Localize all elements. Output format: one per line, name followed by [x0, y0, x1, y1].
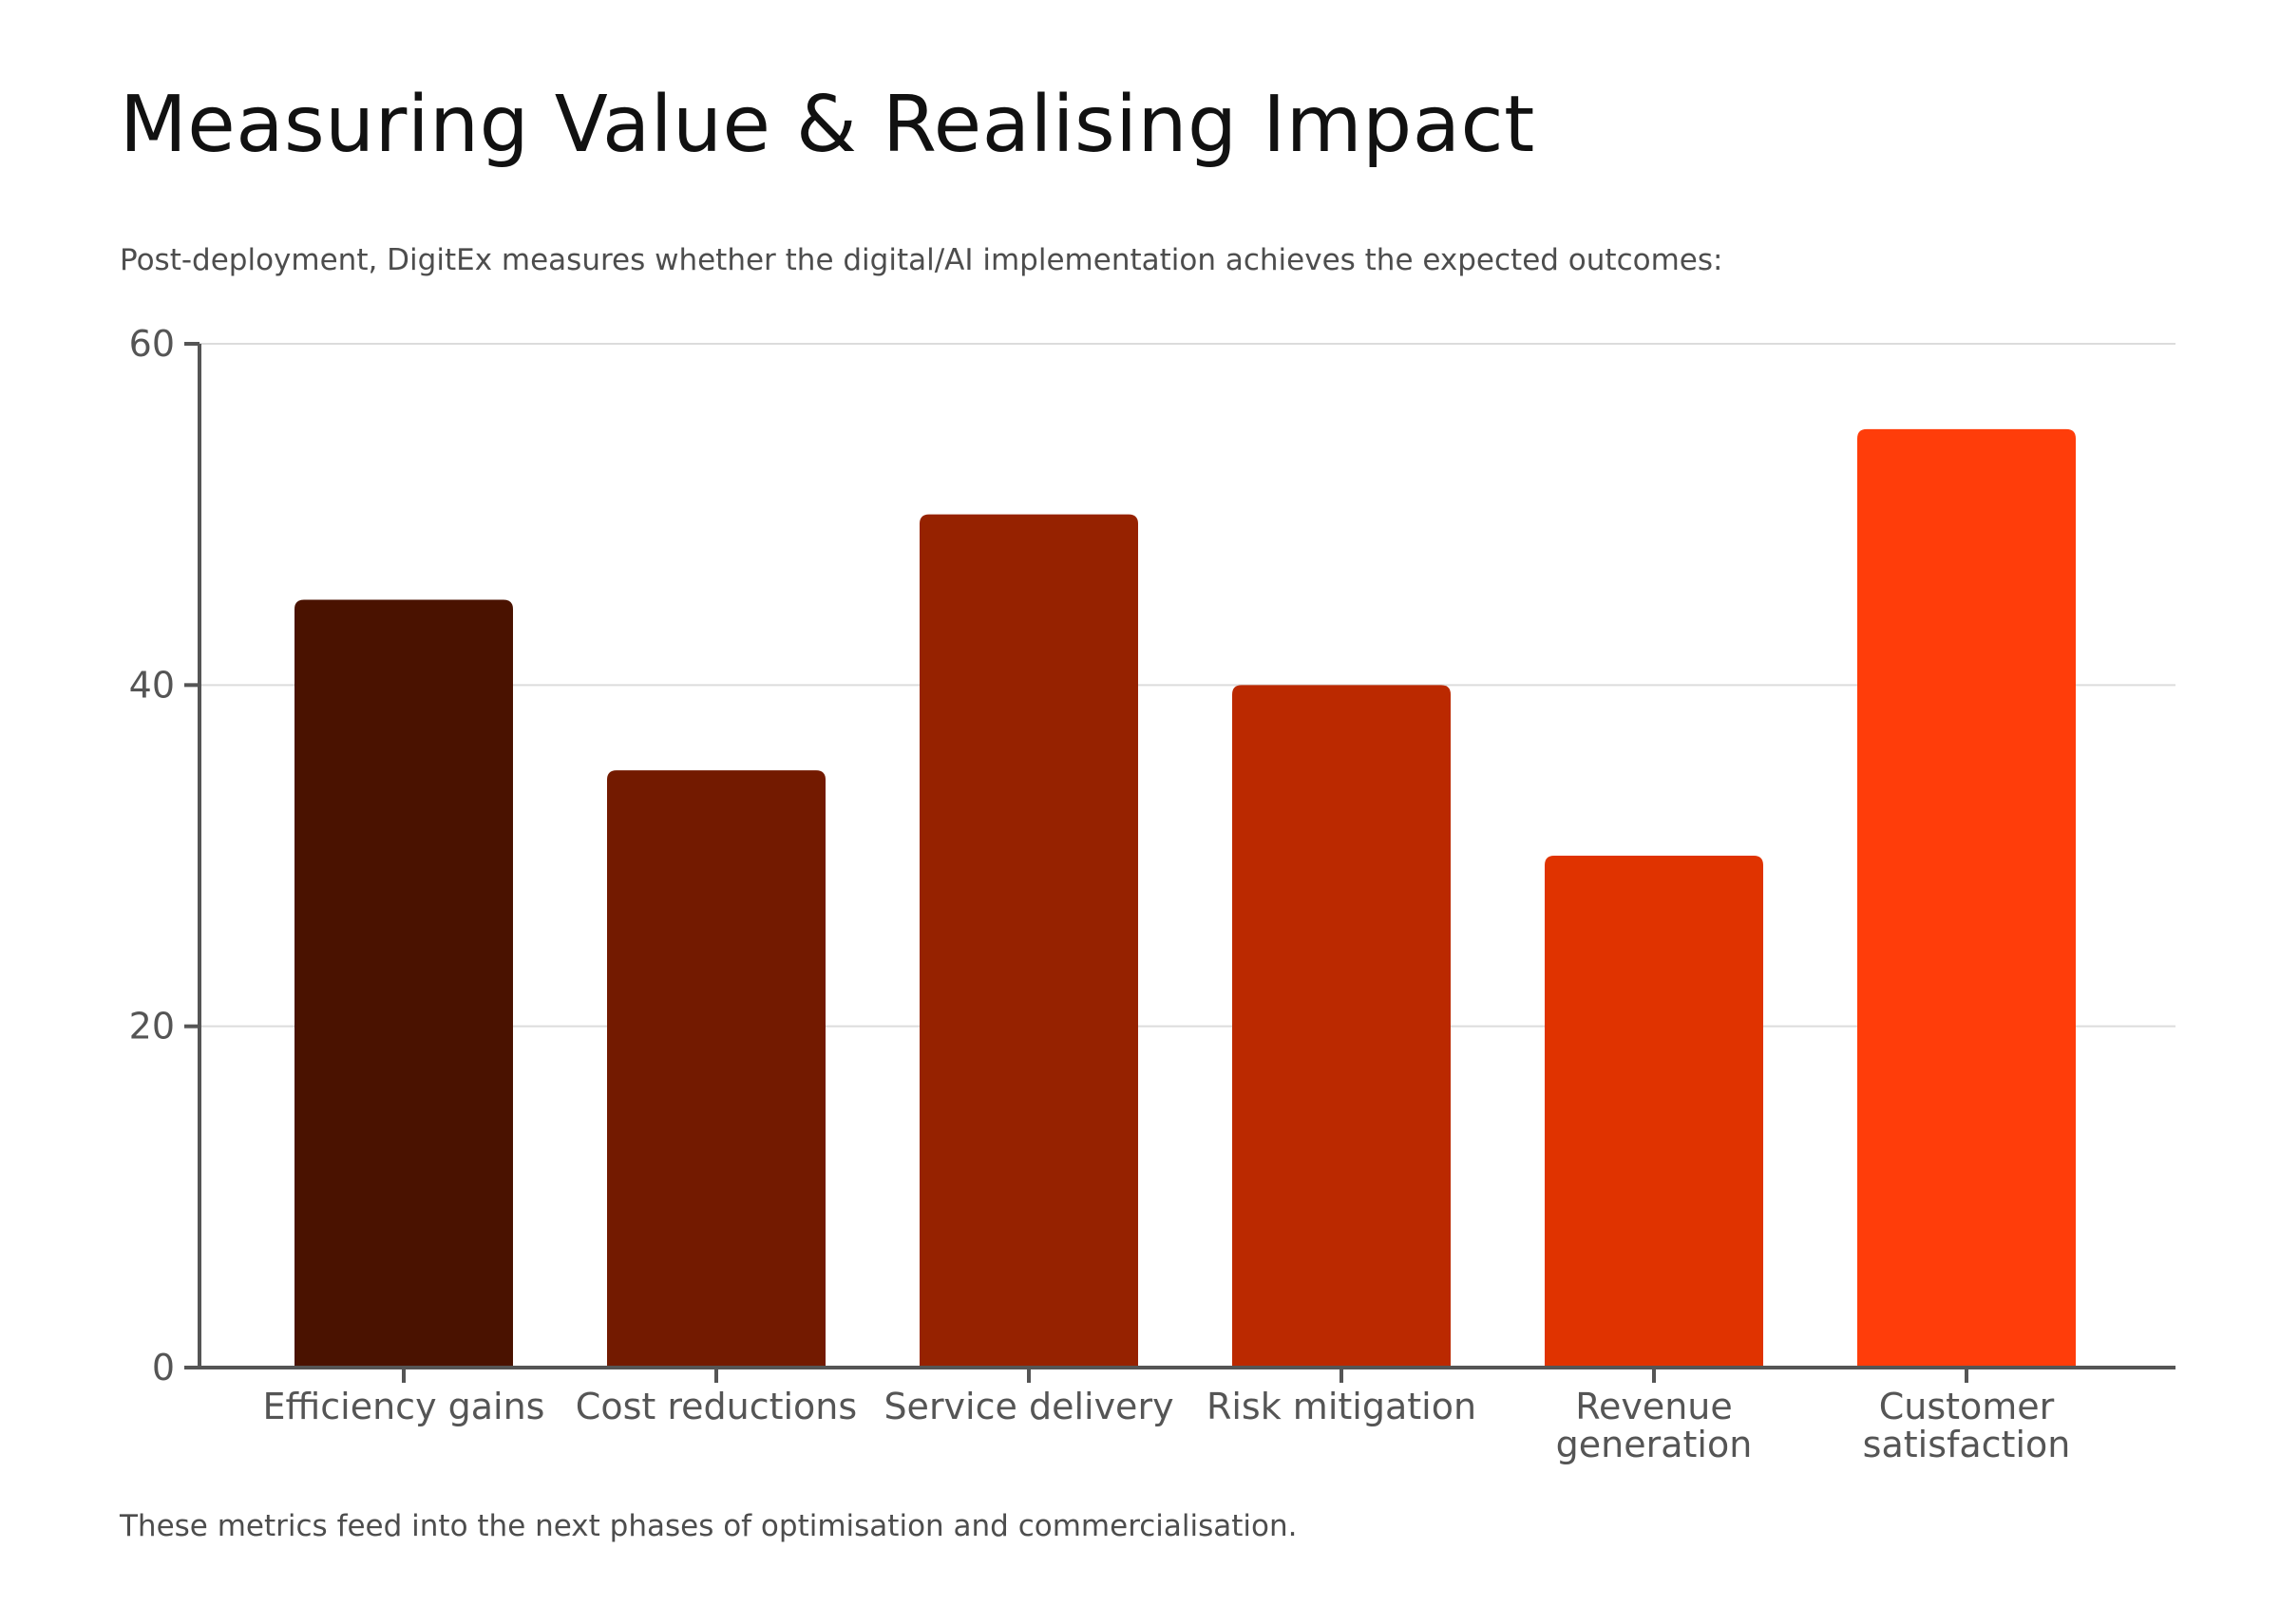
- bars: [294, 428, 2076, 1368]
- y-tick-label: 20: [129, 1006, 175, 1048]
- bar: [294, 599, 513, 1368]
- bar: [1545, 856, 1763, 1368]
- x-tick-label: Customer satisfaction: [1863, 1386, 2071, 1465]
- y-tick-label: 40: [129, 664, 175, 706]
- x-ticks: Efficiency gains Cost reductions Service d…: [263, 1368, 2071, 1465]
- x-tick-label: Risk mitigation: [1206, 1386, 1476, 1427]
- bar: [607, 770, 826, 1368]
- bar: [920, 514, 1138, 1368]
- page-title: Measuring Value & Realising Impact: [120, 80, 1535, 170]
- bar: [1857, 428, 2076, 1368]
- bar: [1232, 685, 1451, 1368]
- x-tick-label: Cost reductions: [576, 1386, 857, 1427]
- axes: [198, 344, 2176, 1369]
- gridlines: [200, 343, 2176, 1028]
- page-subtitle: Post-deployment, DigitEx measures whethe…: [120, 243, 1723, 277]
- x-tick-label: Revenue generation: [1556, 1386, 1753, 1465]
- x-tick-label: Efficiency gains: [263, 1386, 545, 1427]
- page-footnote: These metrics feed into the next phases …: [120, 1509, 1298, 1543]
- y-tick-label: 60: [129, 323, 175, 365]
- y-tick-label: 0: [152, 1347, 175, 1388]
- x-tick-label: Service delivery: [884, 1386, 1173, 1427]
- y-ticks: 0 20 40 60: [129, 323, 200, 1388]
